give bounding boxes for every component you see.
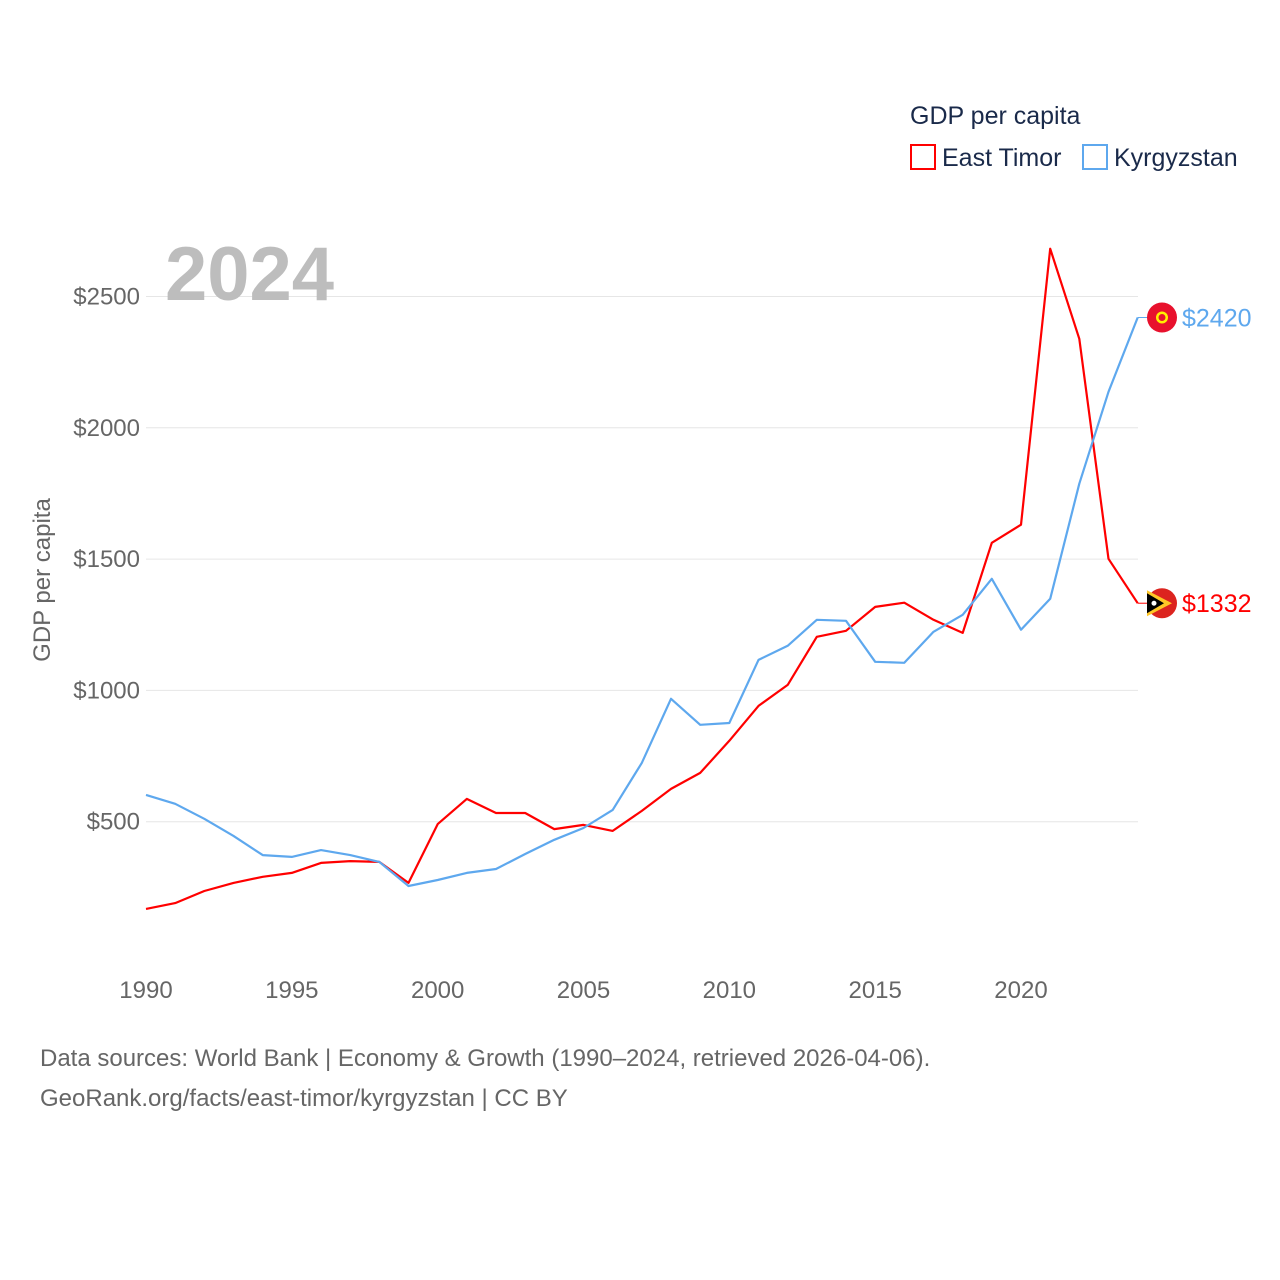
legend-swatch-east-timor [910, 144, 936, 170]
x-tick-label: 2020 [994, 977, 1047, 1004]
x-tick-label: 2000 [411, 977, 464, 1004]
x-tick-label: 2005 [557, 977, 610, 1004]
x-tick-label: 2010 [703, 977, 756, 1004]
y-tick-label: $2000 [73, 415, 140, 442]
x-tick-label: 1990 [119, 977, 172, 1004]
y-tick-label: $2500 [73, 284, 140, 311]
flag-sun-center [1158, 314, 1166, 322]
y-tick-label: $1000 [73, 677, 140, 704]
year-watermark: 2024 [165, 232, 334, 317]
y-axis-label: GDP per capita [29, 498, 56, 662]
footer-sources: Data sources: World Bank | Economy & Gro… [40, 1045, 931, 1072]
series-line-kyrgyzstan [145, 317, 1139, 888]
x-tick-label: 2015 [848, 977, 901, 1004]
x-tick-label: 1995 [265, 977, 318, 1004]
kyrgyzstan-flag-icon [1147, 302, 1177, 333]
legend-swatch-kyrgyzstan [1082, 144, 1108, 170]
y-tick-label: $1500 [73, 546, 140, 573]
legend-title: GDP per capita [910, 102, 1081, 130]
end-value-label-kyrgyzstan: $2420 [1182, 305, 1252, 333]
legend-label: Kyrgyzstan [1114, 144, 1238, 172]
flag-star [1151, 600, 1157, 606]
end-value-label-east-timor: $1332 [1182, 590, 1252, 618]
y-tick-label: $500 [87, 809, 140, 836]
series-line-east-timor [145, 247, 1139, 910]
footer-link[interactable]: GeoRank.org/facts/east-timor/kyrgyzstan … [40, 1085, 568, 1112]
legend-label: East Timor [942, 144, 1061, 172]
east-timor-flag-icon [1147, 588, 1177, 619]
